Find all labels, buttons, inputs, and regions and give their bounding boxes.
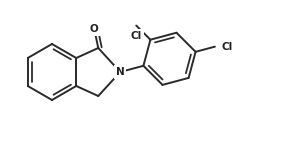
Text: Cl: Cl	[222, 42, 233, 52]
Text: Cl: Cl	[131, 31, 142, 41]
Text: O: O	[90, 24, 99, 34]
Text: N: N	[116, 67, 125, 77]
